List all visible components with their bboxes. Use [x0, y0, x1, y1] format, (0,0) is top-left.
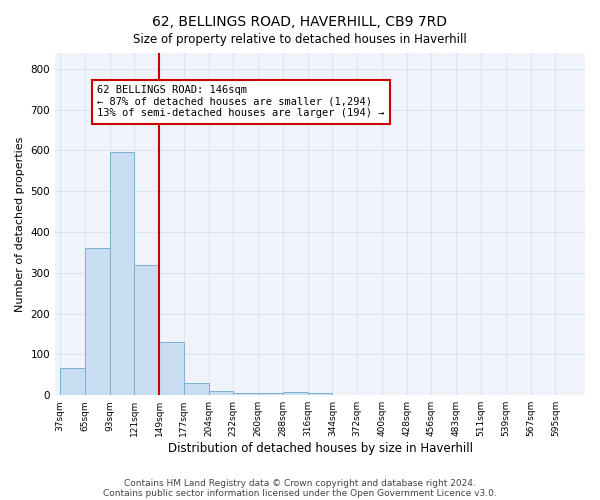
Y-axis label: Number of detached properties: Number of detached properties: [15, 136, 25, 312]
Text: Contains HM Land Registry data © Crown copyright and database right 2024.: Contains HM Land Registry data © Crown c…: [124, 478, 476, 488]
Text: 62 BELLINGS ROAD: 146sqm
← 87% of detached houses are smaller (1,294)
13% of sem: 62 BELLINGS ROAD: 146sqm ← 87% of detach…: [97, 85, 385, 118]
Bar: [134, 266, 159, 395]
Bar: [110, 152, 134, 395]
Bar: [60, 368, 85, 395]
Bar: [85, 248, 110, 395]
Bar: [184, 383, 209, 395]
Bar: [233, 393, 258, 395]
Bar: [209, 391, 233, 395]
Bar: [159, 342, 184, 395]
Bar: [258, 393, 283, 395]
Text: Contains public sector information licensed under the Open Government Licence v3: Contains public sector information licen…: [103, 488, 497, 498]
Bar: [283, 392, 308, 395]
X-axis label: Distribution of detached houses by size in Haverhill: Distribution of detached houses by size …: [167, 442, 473, 455]
Bar: [308, 393, 332, 395]
Text: Size of property relative to detached houses in Haverhill: Size of property relative to detached ho…: [133, 32, 467, 46]
Text: 62, BELLINGS ROAD, HAVERHILL, CB9 7RD: 62, BELLINGS ROAD, HAVERHILL, CB9 7RD: [152, 15, 448, 29]
